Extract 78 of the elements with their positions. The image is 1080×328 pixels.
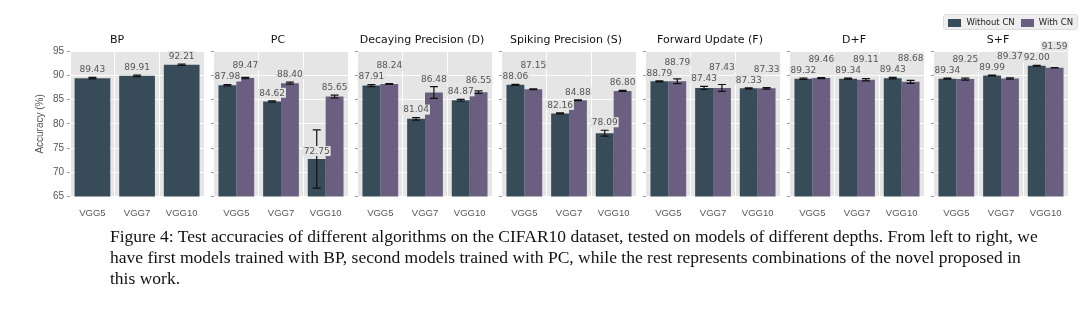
data-label: 87.98 [214,71,241,82]
data-label: 92.00 [1023,52,1050,63]
data-label: 87.43 [691,73,717,84]
legend-label: With CN [1037,17,1073,27]
data-label: 92.21 [168,50,195,61]
chart-title: Forward Update (F) [657,33,763,47]
y-tick-label: 95 [53,44,65,56]
data-label: 89.46 [808,53,835,64]
x-tick-label: VGG7 [411,206,439,218]
x-tick-label: VGG7 [699,206,727,218]
data-label: 87.15 [520,60,547,71]
data-label: 72.75 [303,145,330,156]
x-tick-label: VGG7 [843,206,871,218]
y-tick-label: 85 [53,93,65,105]
x-tick-label: VGG10 [1029,206,1062,218]
x-tick-label: VGG10 [309,206,342,218]
data-label: 85.65 [321,81,348,92]
data-label: 84.87 [447,86,474,97]
data-label: 89.25 [952,53,979,64]
chart-title: Decaying Precision (D) [359,33,485,47]
data-label: 89.99 [979,61,1006,72]
data-label: 88.06 [502,71,529,82]
data-label: 88.68 [897,53,924,64]
data-label: 87.43 [709,62,735,73]
legend-label: Without CN [965,17,1015,27]
x-tick-label: VGG10 [165,206,198,218]
data-label: 84.88 [565,86,592,97]
data-label: 88.79 [664,56,691,67]
x-tick-label: VGG10 [741,206,774,218]
data-label: 88.79 [646,67,673,78]
x-tick-label: VGG10 [597,206,630,218]
x-tick-label: VGG5 [79,206,106,218]
y-tick-label: 80 [53,117,65,129]
y-tick-label: 65 [53,190,65,202]
data-label: 88.24 [376,60,403,71]
chart-title: S+F [986,33,1010,47]
data-label: 87.33 [753,63,780,74]
data-label: 87.91 [358,71,385,82]
y-tick-label: 90 [53,69,65,81]
data-label: 87.33 [735,74,762,85]
data-label: 81.04 [403,104,430,115]
data-label: 89.11 [853,53,879,64]
x-tick-label: VGG5 [943,206,970,218]
x-tick-label: VGG5 [223,206,250,218]
x-tick-label: VGG7 [267,206,295,218]
y-axis-title: Accuracy (%) [33,94,45,154]
data-label: 89.91 [124,61,150,72]
data-label: 89.43 [879,64,906,75]
data-label: 89.37 [997,50,1023,61]
y-tick-label: 70 [53,166,65,178]
x-tick-label: VGG5 [655,206,682,218]
data-label: 89.32 [790,64,817,75]
x-tick-label: VGG5 [511,206,538,218]
x-tick-label: VGG7 [555,206,583,218]
chart-title: PC [270,33,286,47]
chart-title: Spiking Precision (S) [509,33,623,47]
chart-title: D+F [841,33,867,47]
data-label: 91.59 [1041,41,1068,52]
data-label: 78.09 [591,117,618,128]
data-label: 82.16 [547,99,574,110]
data-label: 89.34 [835,64,862,75]
chart-title: BP [109,33,125,47]
x-tick-label: VGG10 [885,206,918,218]
y-tick-label: 75 [53,141,65,153]
data-label: 84.62 [259,87,285,98]
data-label: 86.48 [421,73,448,84]
data-label: 89.47 [232,60,259,71]
data-label: 89.43 [79,64,106,75]
x-tick-label: VGG7 [123,206,151,218]
x-tick-label: VGG5 [367,206,394,218]
x-tick-label: VGG5 [799,206,826,218]
x-tick-label: VGG7 [987,206,1015,218]
caption: Figure 4: Test accuracies of different algorithms on the CIFAR10 dataset, tested on models of different depths. From left to right, we have first models trained with BP, second models trained with PC, while the rest represents combinations of the novel proposed in this work. [110,226,1039,289]
data-label: 89.34 [934,64,961,75]
x-tick-label: VGG10 [453,206,486,218]
data-label: 86.55 [465,75,492,86]
data-label: 88.40 [277,69,304,80]
data-label: 86.80 [609,77,636,88]
